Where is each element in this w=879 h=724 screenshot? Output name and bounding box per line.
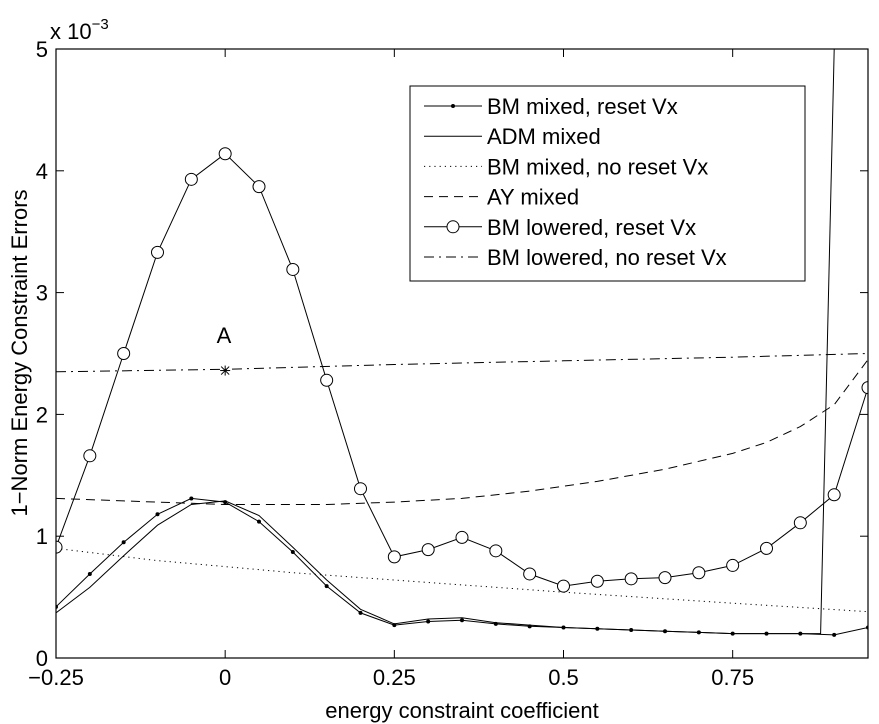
series-point (358, 610, 363, 615)
series-point (257, 519, 261, 524)
series-point (387, 550, 401, 564)
x-tick-label: 0 (219, 665, 231, 690)
series-line-4 (56, 359, 868, 505)
annotation-label: A (217, 323, 232, 348)
series-point (184, 172, 198, 186)
y-tick-label: 5 (36, 37, 48, 62)
series-point (827, 488, 841, 502)
series-point (324, 584, 329, 589)
y-tick-label: 0 (36, 646, 48, 671)
y-tick-label: 1 (36, 524, 48, 549)
series-point (320, 373, 334, 387)
x-tick-label: 0.75 (711, 665, 754, 690)
series-point (455, 530, 469, 544)
series-point (421, 543, 435, 557)
y-tick-label: 2 (36, 402, 48, 427)
legend-marker (446, 220, 460, 234)
series-point (793, 516, 807, 530)
legend-label-5: BM lowered, reset Vx (487, 215, 696, 240)
x-tick-label: 0.5 (548, 665, 579, 690)
series-point (832, 632, 837, 637)
series-point (83, 449, 97, 463)
y-axis-title: 1−Norm Energy Constraint Errors (7, 189, 32, 516)
series-point (624, 572, 638, 586)
x-tick-label: 0.25 (373, 665, 416, 690)
series-point (658, 571, 672, 585)
series-point (557, 579, 570, 593)
x-tick-label: −0.25 (28, 665, 84, 690)
series-point (290, 550, 295, 555)
legend-label-3: BM mixed, no reset Vx (487, 154, 708, 179)
series-point (189, 496, 194, 501)
series-point (151, 245, 164, 259)
series-line-1 (56, 497, 868, 636)
legend-label-6: BM lowered, no reset Vx (487, 245, 727, 270)
series-point (121, 540, 126, 545)
legend-label-2: ADM mixed (487, 124, 601, 149)
series-point (155, 512, 160, 517)
series-point (286, 262, 300, 276)
legend-box (409, 85, 806, 282)
series-point (861, 381, 868, 395)
series-point (426, 619, 431, 624)
plot-frame (55, 48, 869, 659)
y-tick-label: 3 (36, 281, 48, 306)
legend: BM mixed, reset Vx ADM mixed BM mixed, no … (409, 85, 806, 282)
series-line-6 (56, 353, 868, 373)
legend-marker (451, 104, 455, 108)
series-point (726, 558, 740, 572)
series-point (590, 574, 604, 588)
scale-label: x 10−3 (50, 16, 109, 44)
series-point (56, 540, 63, 554)
annotation-star-stroke (220, 366, 230, 375)
series-point (252, 180, 266, 194)
plot-content (56, 49, 868, 637)
series-point (218, 147, 232, 161)
x-axis-title: energy constraint coefficient (325, 698, 599, 723)
series-point (760, 541, 773, 555)
annotation-star-marker (220, 365, 231, 376)
series-point (87, 571, 92, 576)
legend-label-4: AY mixed (487, 185, 579, 210)
series-point (117, 347, 131, 360)
series-point (489, 544, 503, 558)
series-point (523, 567, 537, 581)
series-point (460, 618, 464, 623)
series-line-2 (56, 49, 835, 635)
series-line-3 (56, 547, 868, 613)
series-point (692, 566, 706, 580)
legend-label-1: BM mixed, reset Vx (487, 94, 678, 119)
y-tick-label: 4 (36, 159, 48, 184)
series-point (354, 482, 367, 496)
